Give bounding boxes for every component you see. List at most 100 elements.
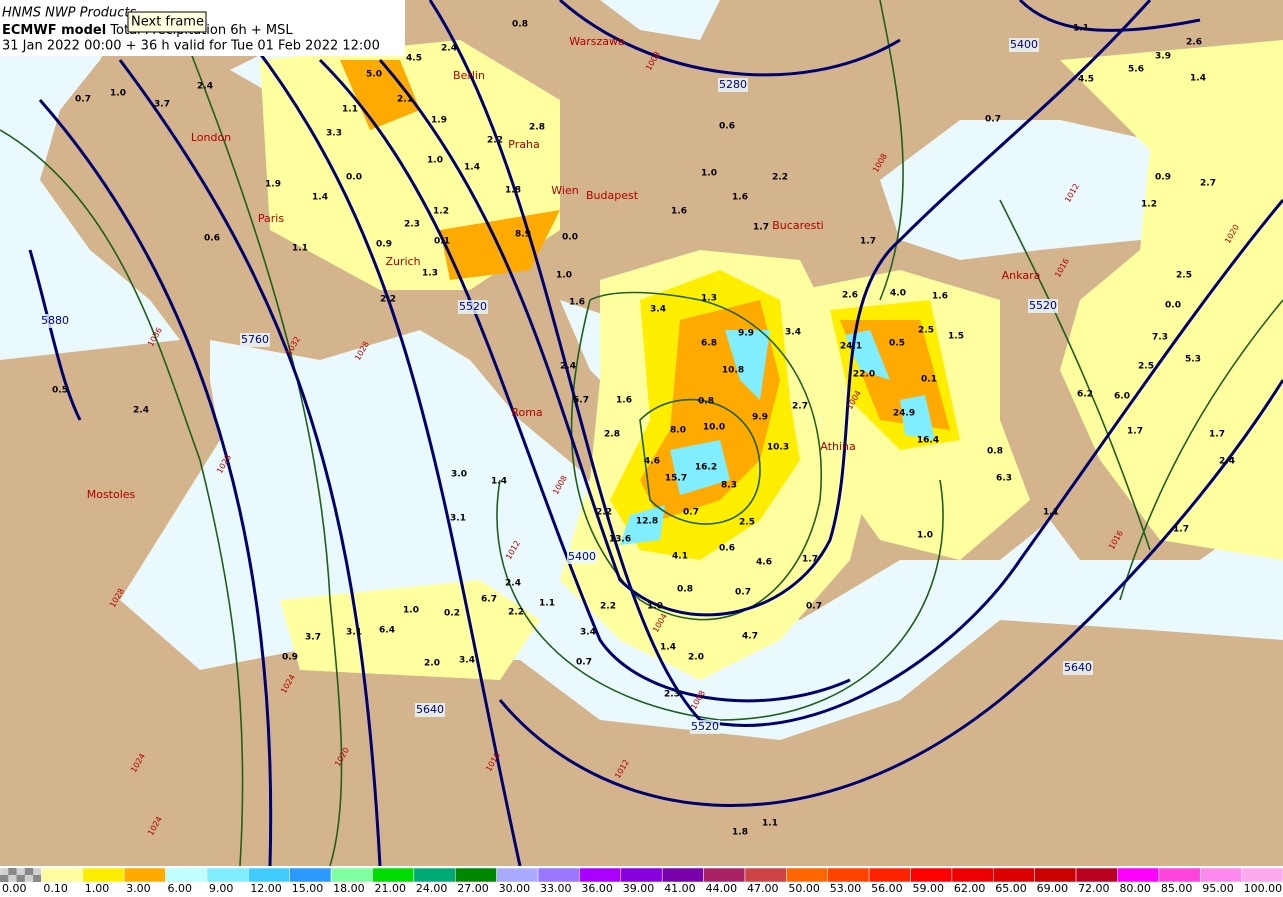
precip-label: 8.0 xyxy=(670,426,686,436)
header-model: ECMWF model xyxy=(2,23,106,38)
colorbar-swatch xyxy=(206,867,249,883)
colorbar-label: 59.00 xyxy=(913,882,945,895)
precip-label: 1.2 xyxy=(1141,200,1157,210)
precip-label: 1.4 xyxy=(1190,74,1206,84)
precip-label: 1.1 xyxy=(292,244,308,254)
city-label: Zurich xyxy=(385,255,420,268)
colorbar-swatch xyxy=(165,867,208,883)
colorbar-label: 15.00 xyxy=(292,882,324,895)
colorbar-label: 44.00 xyxy=(706,882,738,895)
colorbar-label: 50.00 xyxy=(788,882,820,895)
colorbar-swatch xyxy=(786,867,828,883)
colorbar-swatch xyxy=(1241,867,1283,883)
city-label: Praha xyxy=(508,138,539,151)
precip-label: 24.1 xyxy=(840,342,862,352)
height-label-bg xyxy=(1028,299,1058,313)
colorbar-label: 95.00 xyxy=(1202,882,1234,895)
precip-label: 0.6 xyxy=(204,234,220,244)
colorbar-label: 12.00 xyxy=(250,882,281,895)
precip-label: 1.1 xyxy=(762,819,778,829)
colorbar-swatch xyxy=(1199,867,1242,883)
colorbar-label: 0.00 xyxy=(2,882,27,895)
precip-label: 3.4 xyxy=(580,628,596,638)
colorbar-checker xyxy=(33,875,42,882)
precip-label: 0.8 xyxy=(987,447,1003,457)
precip-label: 0.9 xyxy=(1155,173,1171,183)
city-label: Ankara xyxy=(1002,269,1041,282)
colorbar-swatch xyxy=(744,867,787,883)
precip-label: 3.4 xyxy=(650,305,666,315)
precip-label: 5.3 xyxy=(1185,355,1201,365)
precip-label: 1.6 xyxy=(732,193,748,203)
tooltip: Next frame xyxy=(131,15,204,30)
city-label: Paris xyxy=(258,212,284,225)
precip-label: 0.7 xyxy=(806,602,822,612)
colorbar-label: 69.00 xyxy=(1037,882,1069,895)
precip-label: 9.9 xyxy=(752,413,768,423)
colorbar-swatch xyxy=(661,867,704,883)
precip-label: 1.0 xyxy=(647,602,663,612)
precip-label: 8.9 xyxy=(515,230,531,240)
precip-label: 0.1 xyxy=(921,375,937,385)
colorbar-swatch xyxy=(248,867,290,883)
colorbar-checker xyxy=(24,868,34,875)
colorbar-swatch xyxy=(1117,867,1160,883)
precip-label: 22.0 xyxy=(853,370,875,380)
colorbar-label: 27.00 xyxy=(457,882,489,895)
colorbar-label: 9.00 xyxy=(209,882,234,895)
colorbar-label: 100.00 xyxy=(1244,882,1283,895)
precip-label: 1.1 xyxy=(1043,508,1059,518)
precip-label: 0.8 xyxy=(512,20,528,30)
precip-label: 2.2 xyxy=(508,608,524,618)
precip-label: 1.6 xyxy=(932,292,948,302)
precip-label: 2.1 xyxy=(397,95,413,105)
precip-label: 1.7 xyxy=(1127,427,1143,437)
precip-label: 1.6 xyxy=(569,298,585,308)
colorbar-swatch xyxy=(868,867,911,883)
precip-label: 0.8 xyxy=(698,397,714,407)
precip-label: 13.6 xyxy=(609,535,631,545)
precip-label: 5.0 xyxy=(366,70,382,80)
height-label-bg xyxy=(567,550,597,564)
colorbar-label: 53.00 xyxy=(830,882,862,895)
precip-label: 3.3 xyxy=(326,129,342,139)
precip-label: 4.6 xyxy=(644,457,660,467)
height-label: 5640 xyxy=(1064,661,1092,674)
colorbar-label: 65.00 xyxy=(995,882,1026,895)
colorbar-swatch xyxy=(496,867,539,883)
precip-label: 2.4 xyxy=(505,579,521,589)
colorbar-label: 0.10 xyxy=(43,882,68,895)
precip-label: 0.7 xyxy=(576,658,592,668)
precip-label: 10.8 xyxy=(722,366,744,376)
precip-label: 2.5 xyxy=(1176,271,1192,281)
city-label: Roma xyxy=(511,406,542,419)
precip-label: 2.2 xyxy=(600,602,616,612)
colorbar-label: 41.00 xyxy=(664,882,696,895)
precip-label: 1.0 xyxy=(403,606,419,616)
precip-label: 2.5 xyxy=(739,518,755,528)
precip-label: 1.9 xyxy=(431,116,447,126)
precip-label: 3.1 xyxy=(346,628,362,638)
precip-label: 1.6 xyxy=(616,396,632,406)
colorbar-swatch xyxy=(1034,867,1077,883)
height-label-bg xyxy=(1063,661,1093,675)
precip-label: 2.4 xyxy=(1219,457,1235,467)
precip-label: 10.3 xyxy=(767,443,789,453)
precip-label: 1.4 xyxy=(660,643,676,653)
precip-label: 4.6 xyxy=(756,558,772,568)
precip-label: 1.5 xyxy=(948,332,964,342)
height-label: 5760 xyxy=(241,333,269,346)
precip-label: 2.0 xyxy=(688,653,704,663)
height-label-bg xyxy=(415,703,445,717)
height-label: 5520 xyxy=(1029,299,1057,312)
precip-label: 16.2 xyxy=(695,463,717,473)
colorbar-swatch xyxy=(910,867,953,883)
height-label-bg xyxy=(690,720,720,734)
height-label-bg xyxy=(40,314,70,328)
colorbar-label: 56.00 xyxy=(871,882,903,895)
colorbar-label: 3.00 xyxy=(126,882,150,895)
precip-label: 1.4 xyxy=(464,163,480,173)
precip-label: 12.8 xyxy=(636,517,658,527)
city-label: Bucaresti xyxy=(772,219,823,232)
precip-label: 1.7 xyxy=(753,223,769,233)
